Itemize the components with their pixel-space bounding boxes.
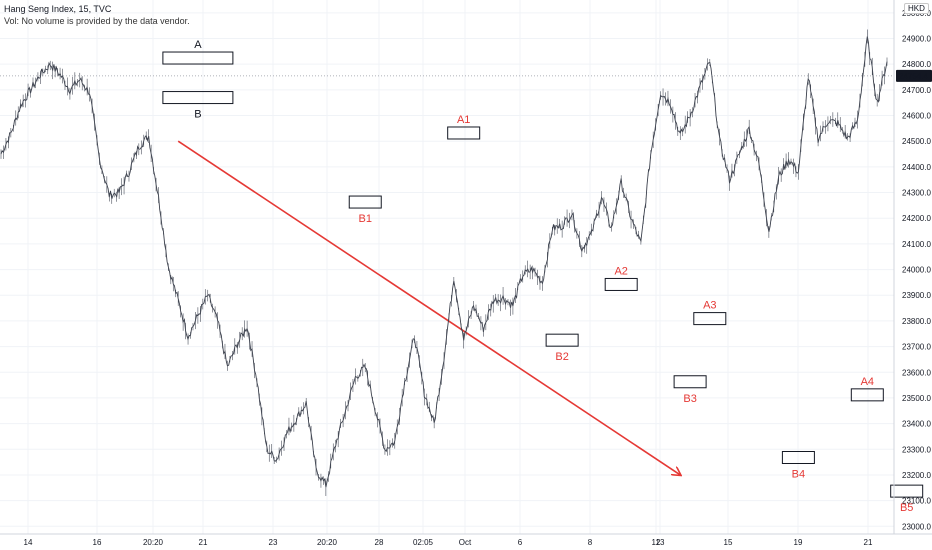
annotation-label: A — [194, 39, 202, 51]
annotation-box — [604, 277, 638, 291]
y-axis-ticks: 25000.024900.024800.024700.024600.024500… — [902, 9, 931, 531]
price-line — [0, 36, 888, 488]
x-tick-label: 20:20 — [317, 538, 338, 547]
annotation-label: B — [194, 109, 201, 121]
x-tick-label: 12 — [652, 538, 661, 547]
annotation-box — [348, 195, 382, 209]
x-tick-label: 02:05 — [413, 538, 434, 547]
y-tick-label: 24100.0 — [902, 240, 931, 249]
y-tick-label: 23500.0 — [902, 394, 931, 403]
x-tick-label: Oct — [459, 538, 472, 547]
y-tick-label: 23700.0 — [902, 343, 931, 352]
y-tick-label: 23900.0 — [902, 291, 931, 300]
annotation-box — [693, 312, 727, 326]
annotation-label: A2 — [614, 265, 627, 277]
y-tick-label: 24000.0 — [902, 266, 931, 275]
x-tick-label: 19 — [794, 538, 803, 547]
annotation-box — [545, 333, 579, 347]
y-tick-label: 24200.0 — [902, 214, 931, 223]
x-tick-label: 21 — [199, 538, 208, 547]
chart-title: Hang Seng Index, 15, TVC — [4, 4, 112, 14]
annotation-label: B4 — [792, 468, 805, 480]
trend-arrows — [177, 140, 932, 495]
annotation-label: B2 — [555, 351, 568, 363]
annotation-box — [162, 51, 234, 65]
last-price-label: 24754.4 — [899, 72, 928, 81]
last-price-box — [896, 69, 932, 82]
y-tick-label: 23000.0 — [902, 522, 931, 531]
annotation-box — [850, 388, 884, 402]
last-price-tag: 24754.4 — [0, 69, 932, 82]
annotation-box — [673, 375, 707, 389]
y-tick-label: 24500.0 — [902, 137, 931, 146]
y-tick-label: 24300.0 — [902, 189, 931, 198]
annotation-labels: ABA1B1A2B2A3B3A4B4B5ABA1B1A2B2B3A3B4A4B5… — [194, 39, 913, 514]
x-tick-label: 14 — [24, 538, 33, 547]
x-tick-label: 13 — [656, 538, 665, 547]
x-tick-label: 21 — [864, 538, 873, 547]
annotation-box — [447, 126, 481, 140]
y-tick-label: 24400.0 — [902, 163, 931, 172]
price-series — [0, 29, 888, 497]
y-tick-label: 24800.0 — [902, 60, 931, 69]
y-tick-label: 24900.0 — [902, 35, 931, 44]
trend-arrow-bearish — [177, 140, 680, 475]
grid-lines — [0, 0, 894, 534]
annotation-box — [162, 91, 234, 105]
annotation-label: B3 — [683, 393, 696, 405]
volume-note: Vol: No volume is provided by the data v… — [4, 16, 190, 26]
x-tick-label: 28 — [375, 538, 384, 547]
annotation-label: A1 — [457, 114, 470, 126]
y-tick-label: 23600.0 — [902, 368, 931, 377]
annotation-label: B1 — [359, 213, 372, 225]
annotation-box — [890, 484, 924, 498]
x-tick-label: 16 — [93, 538, 102, 547]
y-tick-label: 23200.0 — [902, 471, 931, 480]
annotation-label: A4 — [861, 376, 874, 388]
annotation-box — [781, 450, 815, 464]
annotation-boxes — [162, 51, 924, 498]
annotation-label: A3 — [703, 300, 716, 312]
y-tick-label: 23100.0 — [902, 497, 931, 506]
x-tick-label: 20:20 — [143, 538, 164, 547]
x-tick-label: 23 — [269, 538, 278, 547]
y-tick-label: 23800.0 — [902, 317, 931, 326]
currency-badge[interactable]: HKD — [904, 3, 929, 14]
annotation-label: B5 — [900, 502, 913, 514]
y-tick-label: 24600.0 — [902, 112, 931, 121]
x-tick-label: 8 — [588, 538, 593, 547]
y-tick-label: 24700.0 — [902, 86, 931, 95]
y-tick-label: 23300.0 — [902, 445, 931, 454]
y-tick-label: 23400.0 — [902, 420, 931, 429]
x-tick-label: 6 — [518, 538, 523, 547]
x-tick-label: 15 — [724, 538, 733, 547]
